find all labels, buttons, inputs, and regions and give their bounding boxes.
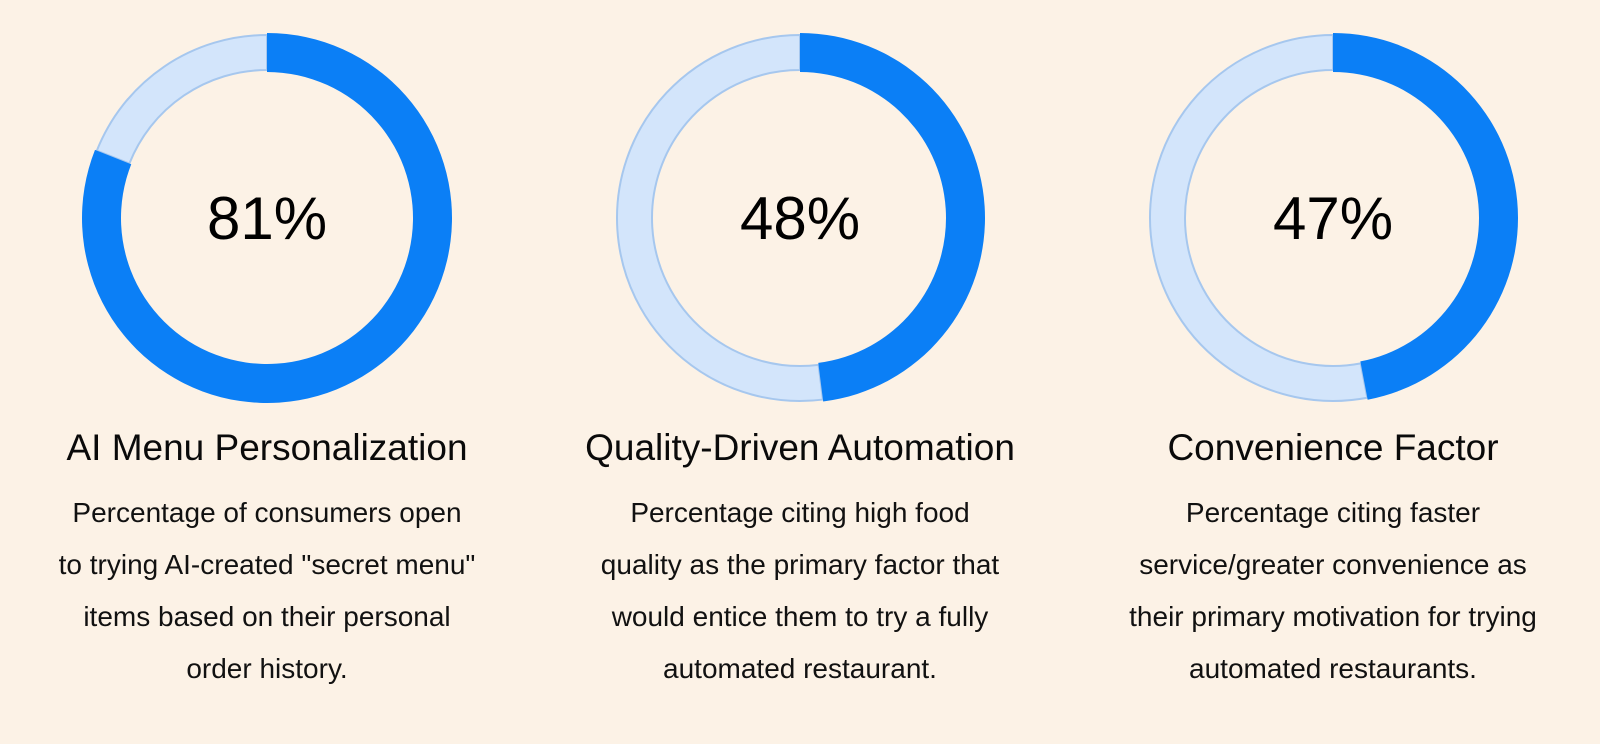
description-line: Percentage citing high food bbox=[630, 497, 970, 528]
description-line: items based on their personal bbox=[83, 601, 451, 632]
description-line: would entice them to try a fully bbox=[611, 601, 989, 632]
donut-chart-1-svg bbox=[82, 33, 452, 403]
donut-cards-row: 81% AI Menu Personalization Percentage o… bbox=[1, 33, 1600, 695]
donut-percent-value: 81% bbox=[206, 184, 328, 252]
donut-chart-3-svg bbox=[1149, 33, 1518, 402]
description-line: automated restaurants. bbox=[1189, 653, 1477, 684]
donut-value-slice bbox=[800, 33, 985, 402]
card-description: Percentage of consumers open to trying A… bbox=[59, 487, 476, 695]
description-line: Percentage citing faster bbox=[1185, 497, 1481, 528]
donut-chart-2-svg bbox=[616, 33, 985, 402]
donut-chart-1: 81% bbox=[82, 33, 452, 403]
description-line: service/greater convenience as bbox=[1139, 549, 1527, 580]
card-quality-driven-automation: 48% Quality-Driven Automation Percentage… bbox=[534, 33, 1067, 695]
card-description: Percentage citing faster service/greater… bbox=[1129, 487, 1537, 695]
card-title: Quality-Driven Automation bbox=[585, 427, 1015, 468]
donut-remainder-slice bbox=[616, 33, 825, 402]
donut-chart-3: 47% bbox=[1148, 33, 1518, 403]
card-title: AI Menu Personalization bbox=[66, 427, 468, 468]
donut-percent-value: 47% bbox=[1272, 184, 1394, 252]
donut-value-slice bbox=[1333, 33, 1518, 400]
description-line: Percentage of consumers open bbox=[72, 497, 462, 528]
card-description: Percentage citing high food quality as t… bbox=[601, 487, 999, 695]
description-line: quality as the primary factor that bbox=[600, 549, 1000, 580]
donut-remainder-slice bbox=[1149, 33, 1369, 402]
description-line: order history. bbox=[186, 653, 348, 684]
card-ai-menu-personalization: 81% AI Menu Personalization Percentage o… bbox=[1, 33, 534, 695]
donut-percent-value: 48% bbox=[739, 184, 861, 252]
card-convenience-factor: 47% Convenience Factor Percentage citing… bbox=[1067, 33, 1600, 695]
donut-chart-2: 48% bbox=[615, 33, 985, 403]
card-title: Convenience Factor bbox=[1167, 427, 1499, 468]
description-line: automated restaurant. bbox=[663, 653, 937, 684]
description-line: their primary motivation for trying bbox=[1129, 601, 1537, 632]
description-line: to trying AI-created "secret menu" bbox=[58, 549, 476, 580]
